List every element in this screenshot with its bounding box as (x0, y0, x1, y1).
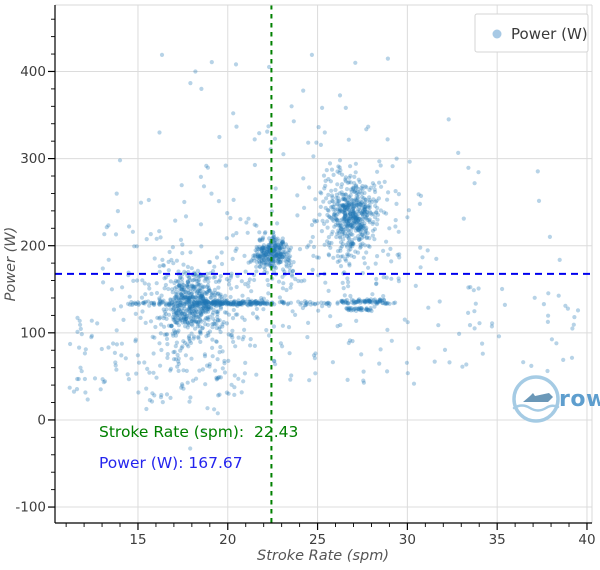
svg-text:0: 0 (37, 413, 46, 429)
y-axis-label: Power (W) (3, 227, 19, 302)
svg-text:-100: -100 (15, 500, 46, 516)
svg-text:300: 300 (20, 151, 46, 167)
rowing-boat-icon (523, 393, 553, 402)
stroke-rate-annotation: Stroke Rate (spm): 22.43 (99, 423, 298, 441)
svg-text:30: 30 (399, 532, 416, 548)
svg-text:25: 25 (309, 532, 326, 548)
svg-text:40: 40 (578, 532, 595, 548)
svg-text:400: 400 (20, 64, 46, 80)
grid-lines (55, 5, 592, 523)
crosshair-annotations: Stroke Rate (spm): 22.43 Power (W): 167.… (99, 423, 298, 472)
water-wave-icon (512, 404, 560, 412)
legend-box (474, 13, 589, 53)
reference-lines (55, 5, 592, 523)
tick-labels: 15 20 25 30 35 40 -100 0 100 200 300 400 (15, 64, 595, 548)
axes (48, 4, 593, 530)
legend: Power (W) (474, 13, 589, 53)
watermark-logo: rowsa (512, 375, 600, 423)
svg-text:35: 35 (489, 532, 506, 548)
x-axis-label: Stroke Rate (spm) (257, 548, 389, 564)
svg-text:20: 20 (219, 532, 236, 548)
legend-marker-icon (492, 29, 502, 39)
watermark-text: rowsa (559, 387, 600, 412)
power-annotation: Power (W): 167.67 (99, 454, 243, 472)
rowing-logo-circle-icon (512, 375, 560, 423)
svg-text:200: 200 (20, 238, 46, 254)
svg-text:100: 100 (20, 325, 46, 341)
svg-text:15: 15 (129, 532, 146, 548)
legend-label: Power (W) (511, 25, 588, 43)
